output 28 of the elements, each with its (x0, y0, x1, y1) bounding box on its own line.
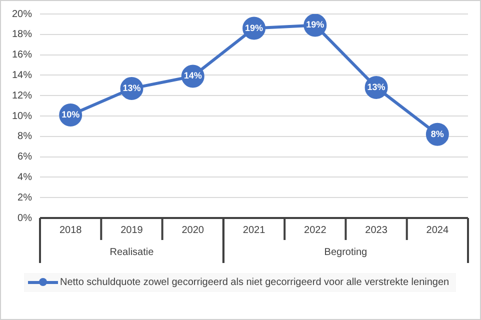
legend-label: Netto schuldquote zowel gecorrigeerd als niet gecorrigeerd voor alle verstrekte leningen (60, 276, 450, 289)
y-tick-label: 0% (18, 212, 32, 224)
y-tick-label: 18% (12, 29, 32, 40)
data-label: 19% (245, 22, 264, 33)
data-label: 13% (122, 82, 141, 93)
text: Begroting (324, 246, 368, 258)
x-tick-label: 2024 (426, 224, 449, 236)
data-label: 10% (62, 109, 80, 120)
text: Realisatie (110, 246, 154, 258)
x-tick-label: 2018 (59, 224, 82, 236)
x-tick-label: 2022 (304, 224, 327, 236)
y-tick-label: 10% (12, 110, 32, 122)
data-label: 14% (184, 70, 202, 81)
y-tick-label: 4% (18, 172, 32, 183)
y-tick-label: 16% (12, 50, 32, 61)
y-tick-label: 20% (12, 8, 32, 20)
y-tick-label: 14% (12, 70, 32, 81)
x-tick-label: 2023 (365, 224, 388, 236)
data-label: 13% (367, 82, 386, 92)
x-tick-label: 2020 (182, 224, 204, 236)
y-tick-label: 6% (18, 152, 32, 163)
y-tick-label: 12% (12, 90, 32, 102)
x-tick-label: 2019 (120, 224, 144, 236)
data-label: 8% (430, 128, 444, 139)
x-tick-label: 2021 (242, 224, 266, 236)
data-label: 19% (306, 20, 324, 30)
y-tick-label: 2% (18, 192, 32, 204)
y-tick-label: 8% (18, 131, 32, 142)
